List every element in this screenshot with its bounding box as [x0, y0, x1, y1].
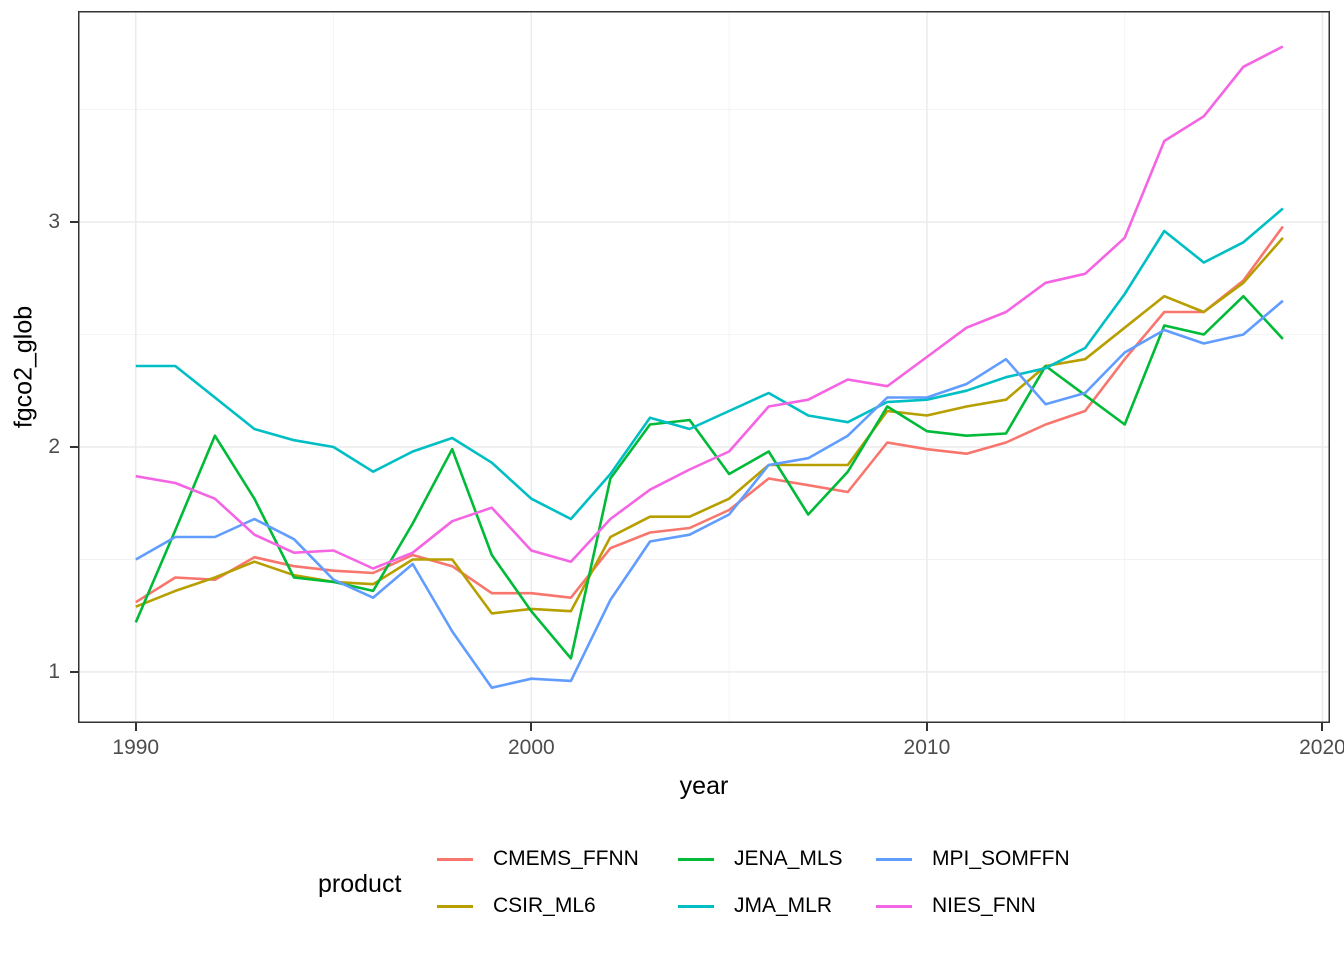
legend-key-JENA_MLS: [678, 857, 714, 861]
series-line-MPI_SOMFFN: [135, 299, 1284, 690]
x-axis-title: year: [679, 772, 729, 800]
y-axis-title: fgco2_glob: [9, 305, 38, 429]
legend-label-CSIR_ML6: CSIR_ML6: [493, 894, 596, 917]
x-tick-label-2020: 2020: [1299, 736, 1344, 759]
x-tick-2020: [1321, 723, 1324, 731]
legend-key-CMEMS_FFNN: [437, 857, 473, 861]
y-tick-label-2: 2: [48, 434, 60, 458]
legend-key-NIES_FNN: [876, 904, 912, 908]
legend-title: product: [318, 870, 402, 898]
series-line-JENA_MLS: [134, 294, 1284, 660]
legend-label-MPI_SOMFFN: MPI_SOMFFN: [932, 847, 1070, 870]
legend-label-NIES_FNN: NIES_FNN: [932, 894, 1036, 917]
y-tick-1: [70, 670, 78, 673]
plot-panel: [78, 11, 1330, 723]
legend-label-JMA_MLR: JMA_MLR: [734, 894, 833, 917]
series-line-CSIR_ML6: [135, 236, 1284, 615]
x-tick-label-2000: 2000: [507, 736, 555, 759]
x-tick-label-1990: 1990: [112, 736, 160, 759]
y-tick-2: [70, 445, 78, 448]
series-line-CMEMS_FFNN: [135, 225, 1284, 604]
legend-key-JMA_MLR: [678, 904, 714, 908]
x-tick-label-2010: 2010: [903, 736, 951, 759]
series-line-NIES_FNN: [135, 45, 1284, 570]
y-tick-label-1: 1: [48, 659, 60, 683]
x-tick-1990: [134, 723, 137, 731]
series-line-JMA_MLR: [135, 207, 1284, 521]
x-tick-2000: [530, 723, 533, 731]
x-tick-2010: [925, 723, 928, 731]
legend-label-JENA_MLS: JENA_MLS: [734, 847, 843, 870]
legend-key-MPI_SOMFFN: [876, 857, 912, 861]
legend-label-CMEMS_FFNN: CMEMS_FFNN: [493, 847, 639, 870]
y-tick-3: [70, 221, 78, 223]
y-tick-label-3: 3: [48, 210, 60, 233]
legend-key-CSIR_ML6: [437, 904, 473, 908]
panel-border: [78, 11, 1330, 723]
